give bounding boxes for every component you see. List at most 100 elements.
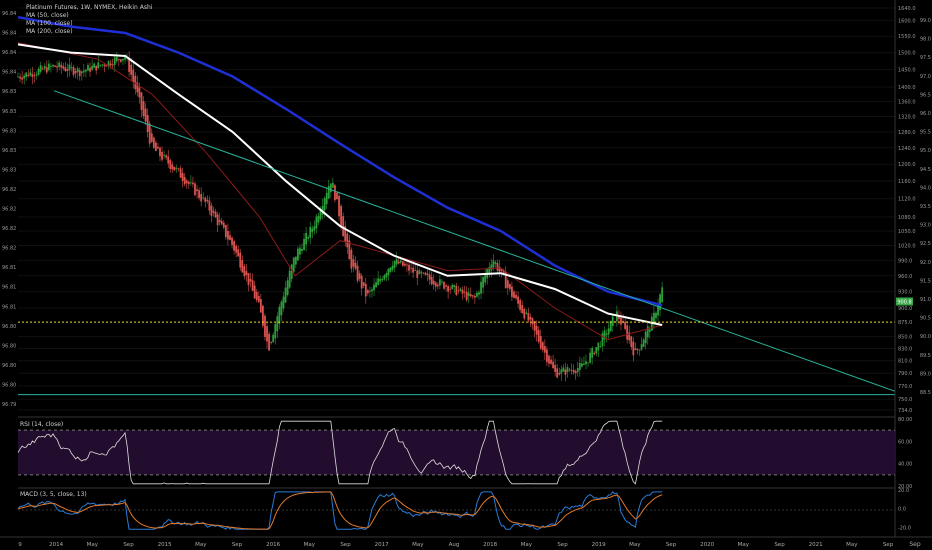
grid-lines — [18, 7, 895, 411]
candle-body — [76, 68, 79, 73]
candle-body — [169, 160, 172, 169]
candle-body — [124, 56, 126, 60]
candle-body — [638, 349, 641, 351]
right-secondary-tick: 97.0 — [920, 74, 931, 80]
candle-body — [122, 58, 124, 61]
descending-trendline[interactable] — [53, 90, 896, 392]
candle-body — [167, 156, 170, 164]
macd-pane[interactable]: MACD (3, 5, close, 13) — [17, 491, 895, 530]
candle-body — [527, 313, 530, 321]
macd-label: MACD (3, 5, close, 13) — [20, 491, 87, 498]
candle-body — [185, 180, 188, 184]
candle-body — [171, 164, 174, 170]
candle-body — [134, 75, 137, 90]
candle-body — [375, 282, 377, 288]
candle-body — [541, 342, 544, 351]
candle-body — [342, 216, 345, 237]
candle-body — [315, 216, 318, 229]
candle-body — [568, 369, 571, 371]
right-axis-tick: 1600.0 — [898, 18, 916, 24]
candle-body — [25, 72, 28, 78]
candles-layer — [17, 51, 664, 382]
candle-body — [17, 76, 19, 78]
legend-ma100: MA (100, close) — [26, 20, 73, 27]
macd-axis-tick: 20.0 — [898, 488, 909, 494]
candle-body — [383, 275, 386, 280]
right-secondary-tick: 95.5 — [920, 130, 931, 136]
candle-body — [140, 92, 143, 111]
right-axis-tick: 750.0 — [898, 397, 912, 403]
candle-body — [628, 332, 631, 341]
candle-body — [488, 267, 491, 274]
candle-body — [52, 64, 54, 67]
right-axis-tick: 1280.0 — [898, 130, 916, 136]
candle-body — [482, 277, 485, 288]
candle-body — [208, 200, 211, 211]
candle-body — [525, 312, 528, 314]
candle-body — [288, 270, 291, 288]
candle-body — [607, 328, 610, 335]
candle-body — [80, 71, 83, 74]
rsi-pane[interactable]: RSI (14, close) — [17, 420, 895, 485]
rsi-axis: 80.00 60.00 40.00 20.00 — [898, 417, 912, 490]
candle-body — [29, 72, 32, 76]
macd-axis-tick: -20.0 — [898, 525, 911, 531]
legend-title: Platinum Futures, 1W, NYMEX, Heikin Ashi — [26, 4, 153, 11]
current-price-label: 900.8 — [897, 300, 911, 306]
candle-body — [513, 291, 515, 298]
candle-body — [373, 284, 375, 291]
candle-body — [578, 363, 581, 371]
candle-body — [307, 236, 310, 239]
candle-body — [401, 261, 404, 266]
candle-body — [626, 325, 629, 340]
candle-body — [591, 348, 594, 358]
candle-body — [574, 371, 577, 374]
rsi-axis-tick: 60.00 — [898, 439, 912, 445]
candle-body — [550, 359, 552, 364]
legend-ma200: MA (200, close) — [26, 28, 73, 35]
rsi-axis-tick: 20.00 — [898, 484, 912, 490]
candle-body — [346, 233, 349, 248]
candle-body — [387, 268, 390, 276]
candle-body — [305, 232, 308, 245]
left-axis-tick: 96.80 — [2, 363, 16, 369]
candle-body — [323, 198, 326, 211]
right-price-axis[interactable]: 1640.0 1600.0 1550.0 1500.0 1450.0 1400.0 1360… — [898, 6, 916, 414]
time-axis-label: Sep — [774, 542, 785, 548]
candle-body — [362, 282, 365, 286]
candle-body — [82, 70, 85, 73]
right-secondary-tick: 93.0 — [920, 223, 931, 229]
candle-body — [492, 260, 495, 268]
time-axis[interactable]: 9 2014 May Sep 2015 May Sep 2016 May Sep 2017 May Au… — [18, 542, 893, 548]
candle-body — [360, 275, 363, 289]
candle-body — [655, 312, 657, 319]
candle-body — [381, 279, 384, 281]
candle-body — [393, 260, 396, 268]
time-axis-label: Sep — [340, 542, 351, 548]
right-secondary-tick: 89.0 — [920, 371, 931, 377]
candle-body — [198, 190, 201, 198]
candle-body — [515, 294, 517, 299]
right-axis-tick: 1050.0 — [898, 229, 916, 235]
candle-body — [344, 226, 347, 242]
candle-body — [146, 114, 149, 133]
candle-body — [609, 320, 612, 332]
candle-body — [62, 66, 65, 69]
price-pane[interactable] — [17, 15, 896, 396]
candle-body — [552, 361, 554, 369]
left-axis-tick: 96.83 — [2, 109, 16, 115]
candle-body — [406, 264, 408, 266]
candle-body — [103, 64, 106, 67]
left-axis-tick: 96.79 — [2, 402, 16, 408]
candle-body — [68, 64, 71, 71]
candle-body — [266, 326, 268, 342]
candle-body — [467, 292, 470, 296]
candle-body — [148, 123, 151, 144]
candle-body — [340, 205, 343, 227]
candle-body — [142, 101, 145, 117]
right-axis-tick: 960.0 — [898, 274, 912, 280]
candle-body — [441, 281, 443, 283]
candle-body — [613, 321, 616, 323]
time-axis-label: 2015 — [158, 542, 172, 548]
